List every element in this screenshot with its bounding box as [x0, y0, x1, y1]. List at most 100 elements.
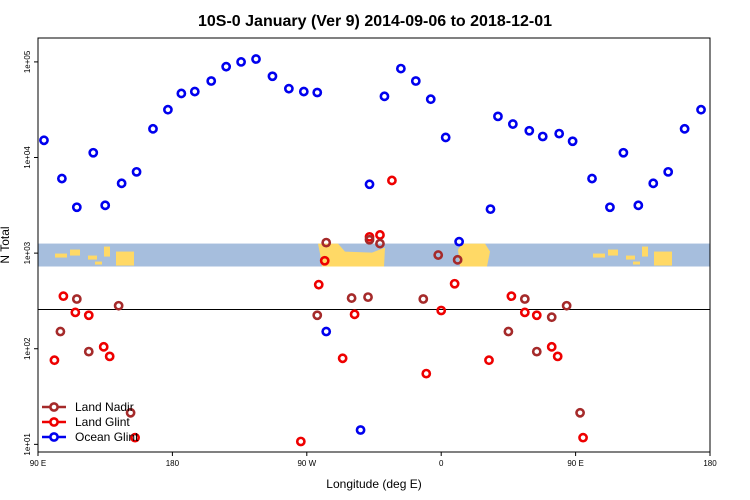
land-glint-point	[58, 291, 69, 302]
ocean-glint-point	[395, 63, 406, 74]
land-glint-point	[552, 351, 563, 362]
land-nadir-point	[125, 407, 136, 418]
land-nadir-point	[113, 300, 124, 311]
map-land	[55, 253, 67, 258]
land-nadir-point	[55, 326, 66, 337]
land-glint-point	[313, 279, 324, 290]
land-nadir-point	[363, 292, 373, 303]
legend-label-ocean-glint: Ocean Glint	[75, 430, 139, 444]
land-glint-point	[337, 353, 348, 364]
land-glint-point	[130, 432, 140, 443]
land-nadir-point	[519, 294, 530, 304]
land-nadir-point	[83, 346, 94, 357]
chart-title: 10S-0 January (Ver 9) 2014-09-06 to 2018…	[198, 13, 552, 30]
ocean-glint-point	[56, 173, 67, 184]
x-tick-label: 180	[166, 459, 180, 468]
ocean-glint-point	[321, 326, 332, 337]
land-glint-point	[531, 310, 542, 321]
map-land	[95, 261, 102, 265]
land-glint-point	[349, 309, 360, 320]
ocean-glint-point	[176, 88, 187, 99]
ocean-glint-point	[633, 200, 644, 211]
map-land	[608, 249, 618, 256]
ocean-glint-point	[648, 178, 659, 189]
ocean-glint-point	[425, 94, 436, 105]
ocean-glint-point	[251, 54, 261, 64]
ocean-glint-point	[71, 202, 82, 213]
map-land	[88, 255, 97, 260]
y-axis-label: N Total	[0, 226, 12, 263]
y-axis: 1e+01 1e+02 1e+03 1e+04 1e+05	[23, 50, 38, 456]
ocean-glint-point	[88, 147, 99, 158]
ocean-glint-point	[524, 125, 535, 136]
ocean-glint-point	[221, 61, 232, 72]
x-tick-label: 180	[703, 459, 717, 468]
map-land	[458, 243, 490, 267]
x-tick-label: 90 W	[297, 459, 316, 468]
land-glint-point	[83, 310, 94, 321]
ocean-glint-point	[587, 173, 597, 184]
land-nadir-point	[375, 238, 385, 249]
x-tick-label: 0	[439, 459, 444, 468]
map-land	[626, 255, 635, 260]
ocean-glint-point	[554, 128, 565, 139]
land-glint-point	[70, 307, 81, 318]
y-tick-label: 1e+04	[23, 146, 32, 169]
map-land	[642, 246, 648, 257]
land-glint-point	[436, 305, 447, 316]
land-glint-point	[449, 278, 460, 289]
land-nadir-point	[561, 300, 572, 311]
land-glint-point	[98, 341, 109, 352]
y-tick-label: 1e+02	[23, 337, 32, 360]
land-nadir-point	[503, 326, 514, 337]
land-glint-point	[506, 291, 517, 302]
land-glint-point	[319, 255, 330, 266]
land-nadir-point	[452, 254, 463, 265]
land-nadir-point	[575, 407, 585, 418]
legend-label-land-glint: Land Glint	[75, 415, 130, 429]
land-glint-point	[421, 368, 432, 379]
ocean-glint-point	[116, 178, 127, 189]
land-glint-point	[387, 175, 397, 186]
plot-frame	[37, 37, 711, 453]
land-nadir-point	[321, 237, 332, 248]
ocean-glint-point	[267, 71, 278, 82]
world-map-strip	[38, 243, 710, 267]
map-land	[654, 251, 672, 266]
ocean-glint-point	[696, 104, 706, 115]
ocean-glint-point	[618, 147, 629, 158]
ocean-glint-point	[236, 57, 246, 67]
legend-marker-ocean-glint	[49, 432, 59, 442]
ocean-glint-point	[189, 86, 200, 97]
land-glint-point	[578, 432, 588, 443]
land-nadir-point	[346, 293, 357, 303]
legend-marker-land-nadir	[49, 402, 59, 412]
ocean-glint-point	[312, 87, 323, 98]
ocean-glint-point	[364, 179, 375, 190]
ocean-glint-point	[537, 131, 548, 142]
land-nadir-point	[531, 346, 542, 357]
ocean-glint-point	[507, 119, 518, 129]
scatter-points	[39, 54, 706, 447]
map-land	[633, 261, 640, 265]
map-land	[70, 249, 80, 256]
ocean-glint-point	[679, 123, 690, 134]
map-land	[318, 243, 385, 267]
ocean-glint-point	[355, 425, 366, 435]
ocean-glint-point	[39, 135, 49, 146]
map-land	[104, 246, 110, 257]
map-land	[593, 253, 605, 258]
land-glint-point	[484, 355, 494, 366]
ocean-glint-point	[206, 76, 217, 86]
ocean-glint-point	[163, 104, 173, 115]
ocean-glint-point	[440, 132, 451, 143]
x-axis-label: Longitude (deg E)	[326, 477, 421, 491]
map-land	[116, 251, 134, 266]
land-glint-point	[546, 341, 557, 352]
y-tick-label: 1e+03	[23, 241, 32, 264]
land-nadir-point	[418, 294, 429, 304]
land-nadir-point	[433, 250, 444, 260]
x-axis: 90 E 180 90 W 0 90 E 180	[30, 452, 717, 468]
land-glint-point	[295, 436, 306, 447]
